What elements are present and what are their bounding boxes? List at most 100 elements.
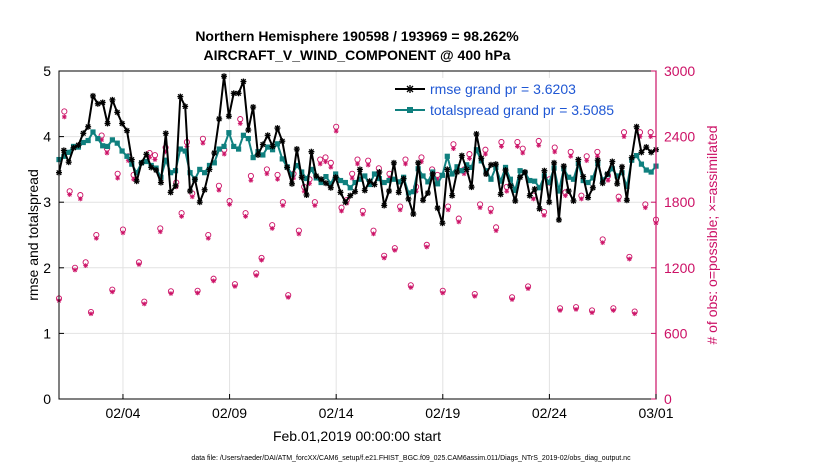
totalspread-point [342,179,348,186]
totalspread-point [221,143,227,150]
obs-assimilated-point [472,293,478,299]
obs-assimilated-point [179,214,184,219]
rmse-point [492,161,499,168]
rmse-point [589,184,596,191]
rmse-point [594,157,601,164]
obs-assimilated-point [371,231,376,237]
rmse-point [75,142,82,149]
rmse-point [225,113,232,120]
x-tick-label: 02/09 [212,405,247,421]
rmse-point [206,166,213,173]
rmse-point [449,192,456,199]
obs-assimilated-point [67,192,73,197]
footer-data-file: data file: /Users/raeder/DAI/ATM_forcXX/… [191,455,631,462]
totalspread-point [206,162,213,169]
rmse-point [94,100,101,107]
obs-assimilated-point [136,262,142,267]
obs-assimilated-point [227,201,232,207]
obs-assimilated-point [253,273,259,278]
rmse-line [58,75,657,225]
chart-title-line1: Northern Hemisphere 190598 / 193969 = 98… [195,28,519,44]
rmse-point [284,164,291,171]
rmse-point [308,148,315,155]
legend-spread-label: totalspread grand pr = 3.5085 [430,102,614,118]
obs-assimilated-point [328,164,334,170]
obs-assimilated-point [557,308,563,313]
x-tick-label: 02/19 [425,405,460,421]
obs-assimilated-point [88,311,94,317]
totalspread-point [556,188,562,194]
totalspread-point [85,137,91,144]
obs-assimilated-point [120,230,126,236]
rmse-point [327,184,334,191]
totalspread-point [187,170,193,176]
totalspread-point [104,143,111,150]
totalspread-point [235,146,242,152]
rmse-point [264,132,271,139]
chart-title-line2: AIRCRAFT_V_WIND_COMPONENT @ 400 hPa [204,47,511,63]
rmse-point [211,150,218,156]
totalspread-point [405,190,412,196]
totalspread-point [638,161,645,167]
totalspread-point [182,148,188,154]
totalspread-point [333,171,339,177]
right-tick-label: 2400 [664,129,695,145]
rmse-point [162,130,169,137]
rmse-point [138,159,145,166]
totalspread-point [585,179,591,186]
rmse-point [424,190,431,197]
obs-assimilated-point [189,194,195,200]
obs-assimilated-point [200,140,206,146]
obs-assimilated-point [594,153,600,159]
obs-assimilated-point [61,114,67,120]
obs-assimilated-point [440,290,446,296]
obs-assimilated-point [488,209,494,215]
rmse-point [60,147,67,154]
obs-assimilated-point [216,187,222,193]
rmse-point [502,167,509,174]
rmse-point [463,166,470,173]
obs-assimilated-point [237,121,243,126]
right-tick-label: 3000 [664,63,695,79]
obs-assimilated-point [141,301,147,307]
obs-assimilated-point [525,286,531,291]
rmse-point [279,138,286,145]
rmse-point [609,158,616,165]
obs-assimilated-point [157,229,163,235]
obs-assimilated-point [568,153,574,159]
totalspread-point [231,143,237,150]
rmse-point [628,154,635,161]
obs-assimilated-point [152,157,158,162]
totalspread-point [245,135,251,142]
totalspread-point [328,181,334,187]
obs-assimilated-point [403,161,408,167]
rmse-point [269,143,276,150]
rmse-point [381,202,388,209]
rmse-point [177,93,184,100]
totalspread-point [357,176,363,182]
totalspread-point [459,168,465,174]
rmse-point [570,197,577,204]
rmse-point [531,186,538,193]
rmse-point [638,149,645,156]
obs-assimilated-point [232,283,238,289]
rmse-point [347,192,354,199]
obs-assimilated-point [243,214,248,219]
rmse-point [356,166,363,173]
rmse-point [191,176,198,183]
totalspread-point [289,172,295,178]
right-axis-label: # of obs: o=possible; ×=assimilated [704,125,720,344]
obs-assimilated-point [131,176,137,182]
rmse-point [318,176,325,183]
totalspread-point [396,179,402,185]
rmse-point [104,120,111,127]
obs-assimilated-point [424,244,430,250]
obs-assimilated-point [605,177,611,183]
right-tick-label: 600 [664,325,688,341]
obs-assimilated-point [616,197,622,203]
obs-assimilated-point [536,142,542,148]
totalspread-point [391,176,397,182]
rmse-point [580,173,587,180]
plot-area [59,71,656,399]
totalspread-point [294,162,300,169]
